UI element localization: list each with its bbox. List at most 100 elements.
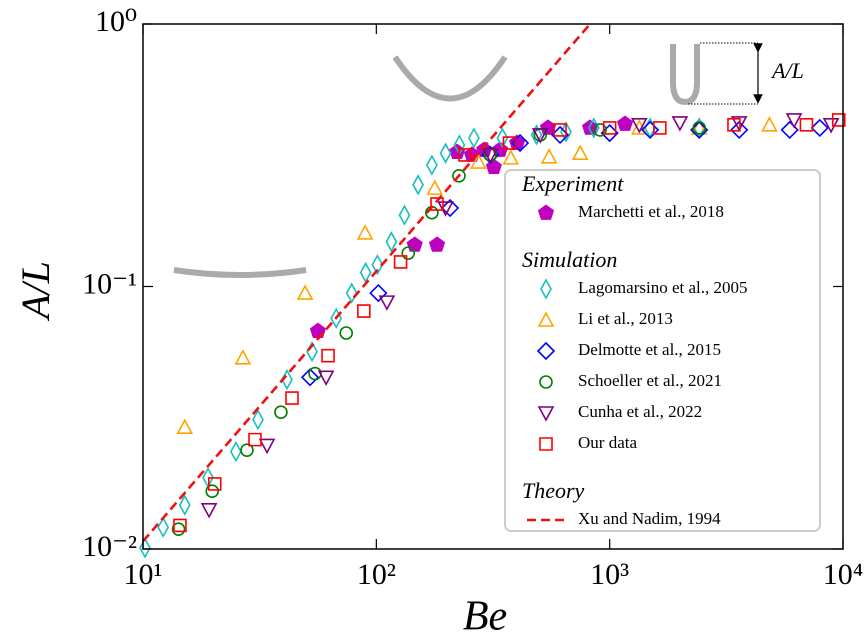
legend-heading: Simulation	[522, 247, 617, 272]
legend-label: Xu and Nadim, 1994	[578, 509, 721, 528]
data-point	[285, 391, 299, 405]
data-point	[300, 368, 320, 387]
data-point	[671, 116, 689, 132]
data-point	[531, 128, 549, 144]
data-point	[385, 231, 398, 253]
data-point	[440, 198, 460, 218]
data-point	[171, 522, 186, 536]
data-point	[356, 224, 374, 240]
legend: Experiment Marchetti et al., 2018 Simulati…	[504, 169, 821, 532]
x-axis-label: Be	[463, 594, 507, 639]
data-point	[398, 204, 411, 226]
data-point	[602, 121, 617, 135]
data-point	[371, 254, 384, 276]
data-point	[252, 409, 264, 431]
flat-filament-sketch	[173, 267, 307, 278]
x-tick-label: 10⁴	[823, 558, 863, 591]
data-point	[139, 537, 151, 559]
theory-line	[143, 24, 592, 543]
data-point	[178, 494, 191, 516]
bent-filament-sketch	[392, 55, 508, 102]
data-point	[540, 148, 558, 164]
data-point	[401, 246, 416, 260]
data-point	[176, 418, 194, 435]
y-tick-label: 10⁻²	[82, 530, 137, 563]
y-tick-label: 10⁻¹	[82, 267, 137, 300]
y-tick-label: 10⁰	[95, 5, 137, 38]
data-point	[357, 304, 371, 318]
data-point	[248, 432, 262, 447]
data-point	[630, 118, 648, 134]
data-point	[761, 116, 778, 132]
data-point	[345, 282, 358, 304]
data-point	[785, 113, 803, 129]
data-point	[553, 123, 567, 137]
legend-swatch	[539, 437, 553, 451]
data-point	[502, 149, 520, 165]
data-point	[339, 326, 354, 340]
data-point	[317, 370, 335, 386]
data-point	[234, 349, 252, 365]
x-tick-label: 10³	[590, 558, 629, 591]
data-point	[428, 236, 446, 252]
legend-label: Li et al., 2013	[578, 309, 673, 328]
data-point	[530, 124, 543, 146]
data-point	[727, 118, 741, 132]
data-point	[258, 438, 276, 455]
data-point	[730, 120, 749, 140]
data-point	[393, 255, 408, 269]
data-point	[173, 518, 187, 533]
data-point	[593, 123, 607, 137]
x-tick-label: 10¹	[124, 558, 163, 591]
data-point	[205, 484, 220, 499]
data-point	[470, 153, 487, 169]
legend-box	[504, 169, 821, 532]
data-point	[426, 179, 444, 195]
data-point	[640, 120, 660, 140]
legend-swatch	[539, 375, 553, 389]
data-point	[437, 201, 454, 217]
data-point	[296, 284, 314, 300]
legend-heading: Experiment	[521, 171, 624, 196]
legend-swatch	[537, 311, 555, 327]
data-point	[207, 477, 222, 491]
legend-label: Lagomarsino et al., 2005	[578, 278, 748, 297]
legend-heading: Theory	[522, 478, 585, 503]
data-point	[496, 127, 509, 149]
data-point	[439, 142, 452, 164]
data-point	[412, 174, 425, 196]
data-point	[240, 443, 254, 457]
data-point	[630, 119, 648, 135]
data-point	[452, 169, 466, 183]
data-point	[157, 516, 170, 538]
data-point	[652, 121, 667, 135]
legend-swatch	[540, 278, 552, 300]
data-point	[468, 127, 480, 149]
data-point	[200, 503, 218, 519]
data-point	[810, 118, 829, 138]
legend-label: Delmotte et al., 2015	[578, 340, 721, 359]
legend-swatch	[536, 341, 556, 361]
legend-label: Our data	[578, 433, 637, 452]
legend-label: Schoeller et al., 2021	[578, 371, 722, 390]
data-point	[458, 148, 472, 162]
data-point	[229, 440, 242, 463]
data-point	[692, 121, 707, 135]
plot-area	[139, 24, 846, 559]
u-filament-sketch	[670, 44, 700, 106]
data-point	[321, 348, 335, 363]
legend-swatch	[537, 406, 555, 422]
x-tick-label: 10²	[357, 558, 396, 591]
data-point	[502, 136, 517, 150]
legend-swatch	[537, 204, 555, 220]
data-point	[481, 148, 499, 164]
data-point	[369, 283, 388, 303]
legend-label: Marchetti et al., 2018	[578, 202, 724, 221]
data-point	[571, 144, 589, 160]
y-axis-label: A/L	[13, 261, 58, 322]
data-point	[425, 154, 438, 176]
data-point	[730, 116, 748, 132]
data-point	[799, 118, 814, 132]
data-point	[274, 405, 288, 420]
